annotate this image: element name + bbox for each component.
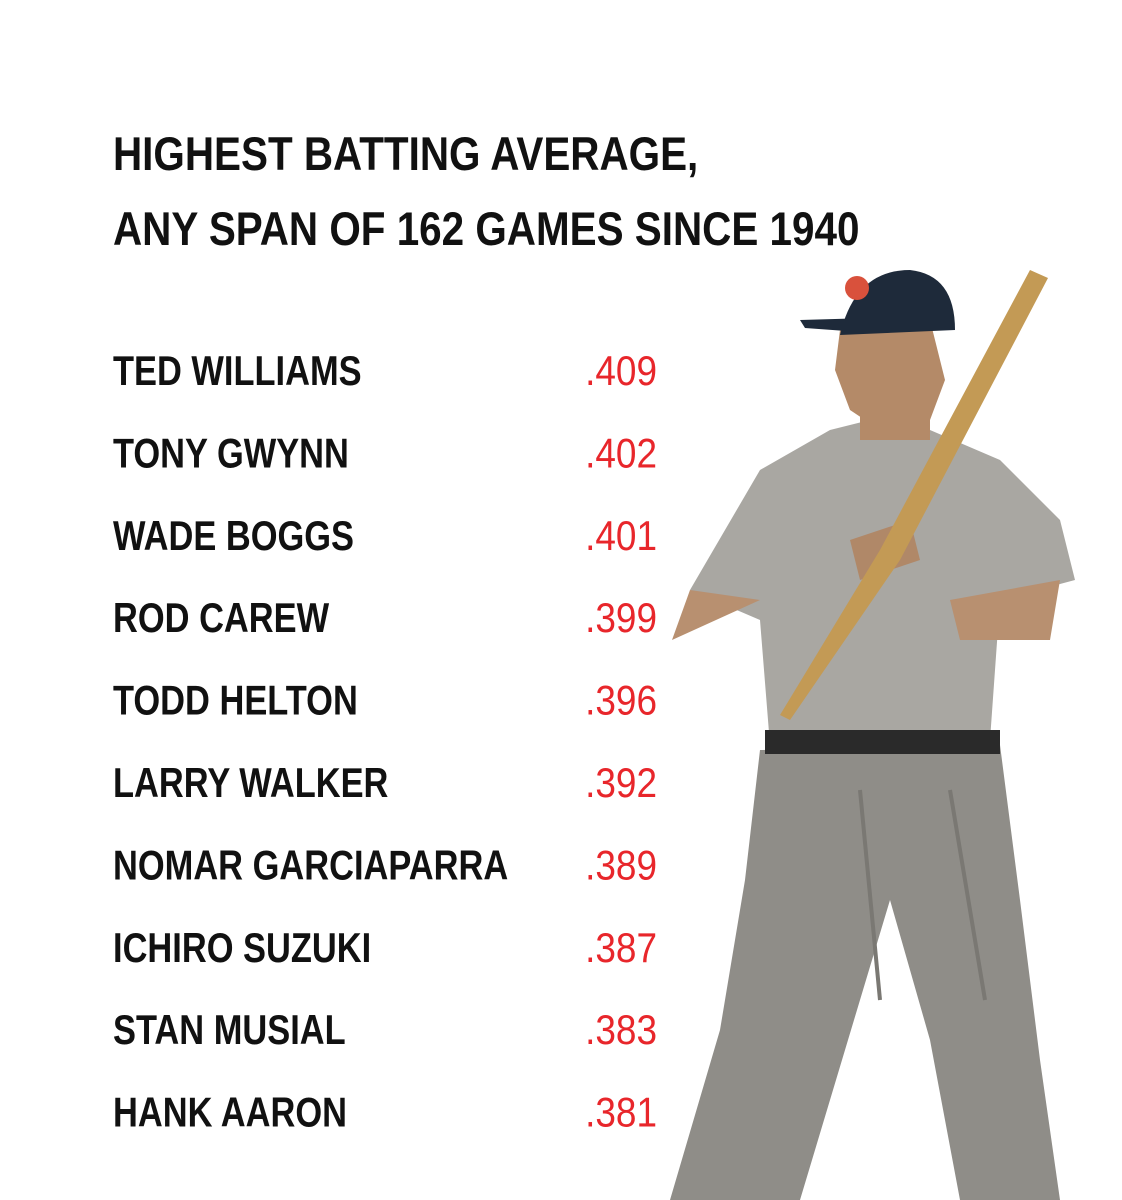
batting-average: .401 xyxy=(585,513,657,560)
batting-average: .383 xyxy=(585,1007,657,1054)
row: ROD CAREW .399 xyxy=(113,595,657,642)
player-name: HANK AARON xyxy=(113,1089,347,1136)
row: TODD HELTON .396 xyxy=(113,677,657,724)
title-line: HIGHEST BATTING AVERAGE, xyxy=(113,128,698,181)
batting-average: .396 xyxy=(585,677,657,724)
batting-average: .409 xyxy=(585,348,657,395)
player-name: TONY GWYNN xyxy=(113,430,349,477)
title: HIGHEST BATTING AVERAGE, ANY SPAN OF 162 … xyxy=(113,128,859,256)
player-illustration xyxy=(670,270,1075,1200)
batting-average: .389 xyxy=(585,842,657,889)
player-name: LARRY WALKER xyxy=(113,760,388,807)
row: HANK AARON .381 xyxy=(113,1089,657,1136)
player-name: WADE BOGGS xyxy=(113,513,354,560)
player-name: ROD CAREW xyxy=(113,595,330,642)
row: ICHIRO SUZUKI .387 xyxy=(113,925,657,972)
row: TED WILLIAMS .409 xyxy=(113,348,657,395)
row: TONY GWYNN .402 xyxy=(113,430,657,477)
batting-average: .387 xyxy=(585,925,657,972)
ranking-list: TED WILLIAMS .409 TONY GWYNN .402 WADE BOGGS… xyxy=(113,348,657,1137)
row: NOMAR GARCIAPARRA .389 xyxy=(113,842,657,889)
player-name: TODD HELTON xyxy=(113,677,358,724)
player-name: TED WILLIAMS xyxy=(113,348,362,395)
batting-average: .402 xyxy=(585,430,657,477)
row: STAN MUSIAL .383 xyxy=(113,1007,657,1054)
batting-average: .399 xyxy=(585,595,657,642)
row: LARRY WALKER .392 xyxy=(113,760,657,807)
player-name: ICHIRO SUZUKI xyxy=(113,925,371,972)
row: WADE BOGGS .401 xyxy=(113,513,657,560)
title-line: ANY SPAN OF 162 GAMES SINCE 1940 xyxy=(113,203,859,256)
batting-average: .381 xyxy=(585,1089,657,1136)
player-name: NOMAR GARCIAPARRA xyxy=(113,842,508,889)
player-name: STAN MUSIAL xyxy=(113,1007,346,1054)
batting-average: .392 xyxy=(585,760,657,807)
